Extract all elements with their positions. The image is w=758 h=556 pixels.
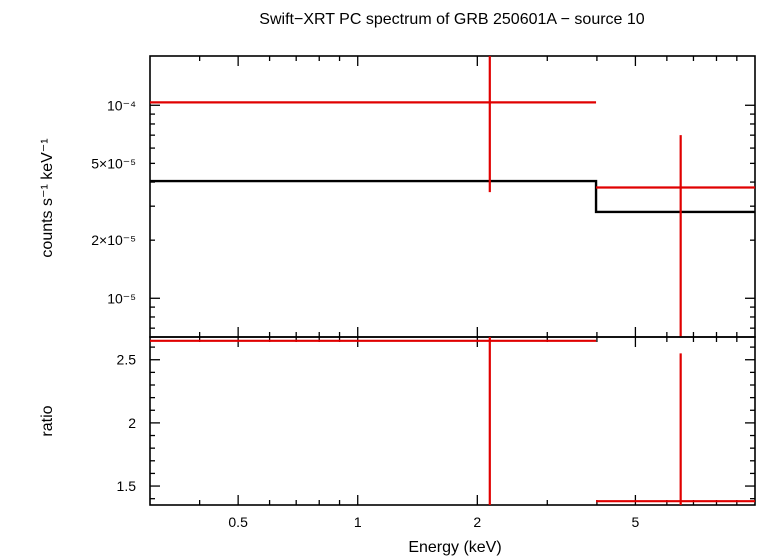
- spectrum-frame: [149, 55, 756, 338]
- spectrum-y-tick-label: 2×10⁻⁵: [91, 232, 136, 248]
- ratio-y-tick-label: 1.5: [117, 478, 137, 494]
- spectrum-panel: 10⁻⁴ 5×10⁻⁵ 2×10⁻⁵ 10⁻⁵: [91, 55, 756, 338]
- x-tick-label: 0.5: [228, 514, 248, 530]
- spectrum-y-tick-label: 10⁻⁴: [107, 97, 136, 113]
- x-tick-label: 1: [354, 514, 362, 530]
- model-step-line: [150, 179, 755, 214]
- spectrum-y-axis-label: counts s⁻¹ keV⁻¹: [39, 138, 56, 257]
- ratio-y-tick-label: 2.5: [117, 352, 137, 368]
- x-tick-label: 5: [632, 514, 640, 530]
- ratio-panel: 2.5 2 1.5 0.5 1 2 5: [117, 336, 756, 530]
- spectrum-y-tick-label: 10⁻⁵: [107, 290, 136, 306]
- ratio-frame: [149, 336, 756, 506]
- chart-title: Swift−XRT PC spectrum of GRB 250601A − s…: [259, 11, 644, 28]
- x-tick-label: 2: [473, 514, 481, 530]
- ratio-y-tick-label: 2: [128, 415, 136, 431]
- x-axis-label: Energy (keV): [408, 539, 501, 556]
- ratio-y-axis-label: ratio: [39, 405, 56, 436]
- spectrum-y-tick-label: 5×10⁻⁵: [91, 155, 136, 171]
